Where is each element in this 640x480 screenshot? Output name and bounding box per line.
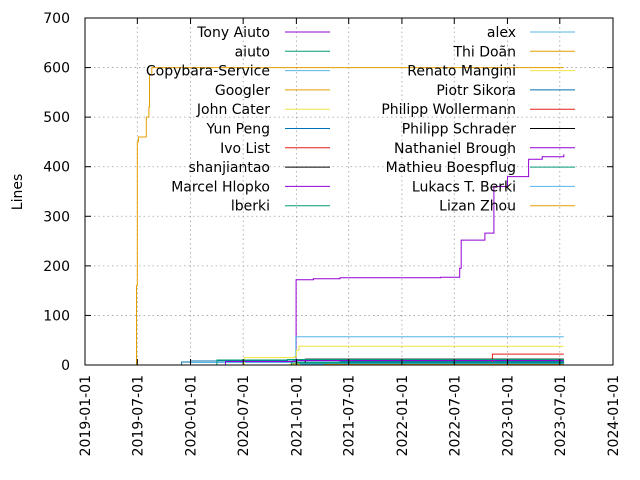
- legend-label: Copybara-Service: [146, 64, 270, 80]
- legend-label: Thi Doãn: [452, 44, 516, 60]
- legend-label: Philipp Schrader: [402, 122, 517, 138]
- x-tick-label: 2024-01-01: [606, 375, 622, 456]
- y-tick-label: 100: [43, 308, 70, 324]
- legend-label: Yun Peng: [206, 122, 270, 138]
- legend: Tony Aiuto aiuto Copybara-Service Googler Jo…: [146, 25, 575, 215]
- y-tick-label: 0: [61, 358, 70, 374]
- x-tick-label: 2021-07-01: [342, 375, 358, 456]
- x-tick-label: 2019-01-01: [78, 375, 94, 456]
- x-tick-label: 2023-01-01: [500, 375, 516, 456]
- x-tick-label: 2022-07-01: [447, 375, 463, 456]
- legend-label: aiuto: [235, 44, 270, 60]
- legend-label: Lizan Zhou: [439, 199, 516, 215]
- x-tick-label: 2020-01-01: [184, 375, 200, 456]
- legend-label: Lukacs T. Berki: [412, 179, 516, 195]
- x-tick-label: 2021-01-01: [289, 375, 305, 456]
- legend-label: Piotr Sikora: [436, 83, 516, 99]
- legend-label: John Cater: [196, 102, 270, 118]
- x-axis: 2019-01-01 2019-07-01 2020-01-01 2020-07-01…: [78, 18, 622, 456]
- legend-label: Nathaniel Brough: [394, 141, 516, 157]
- y-tick-label: 700: [43, 11, 70, 27]
- legend-label: Ivo List: [220, 141, 270, 157]
- legend-label: Mathieu Boespflug: [386, 160, 516, 176]
- x-tick-label: 2019-07-01: [130, 375, 146, 456]
- series-line-0: [190, 154, 565, 366]
- legend-label: shanjiantao: [189, 160, 270, 176]
- y-axis: 0 100 200 300 400 500 600 700: [43, 11, 613, 374]
- y-tick-label: 300: [43, 209, 70, 225]
- legend-label: lberki: [231, 199, 270, 215]
- x-tick-label: 2020-07-01: [236, 375, 252, 456]
- legend-label: Tony Aiuto: [196, 25, 270, 41]
- x-tick-label: 2022-01-01: [395, 375, 411, 456]
- y-tick-label: 200: [43, 259, 70, 275]
- legend-label: Marcel Hlopko: [171, 179, 270, 195]
- y-tick-label: 600: [43, 61, 70, 77]
- legend-label: alex: [487, 25, 516, 41]
- series-line-3: [135, 67, 564, 366]
- y-tick-label: 400: [43, 160, 70, 176]
- legend-label: Renato Mangini: [407, 64, 516, 80]
- y-axis-label: Lines: [10, 174, 26, 210]
- y-tick-label: 500: [43, 110, 70, 126]
- legend-label: Googler: [215, 83, 270, 99]
- x-tick-label: 2023-07-01: [553, 375, 569, 456]
- legend-label: Philipp Wollermann: [381, 102, 516, 118]
